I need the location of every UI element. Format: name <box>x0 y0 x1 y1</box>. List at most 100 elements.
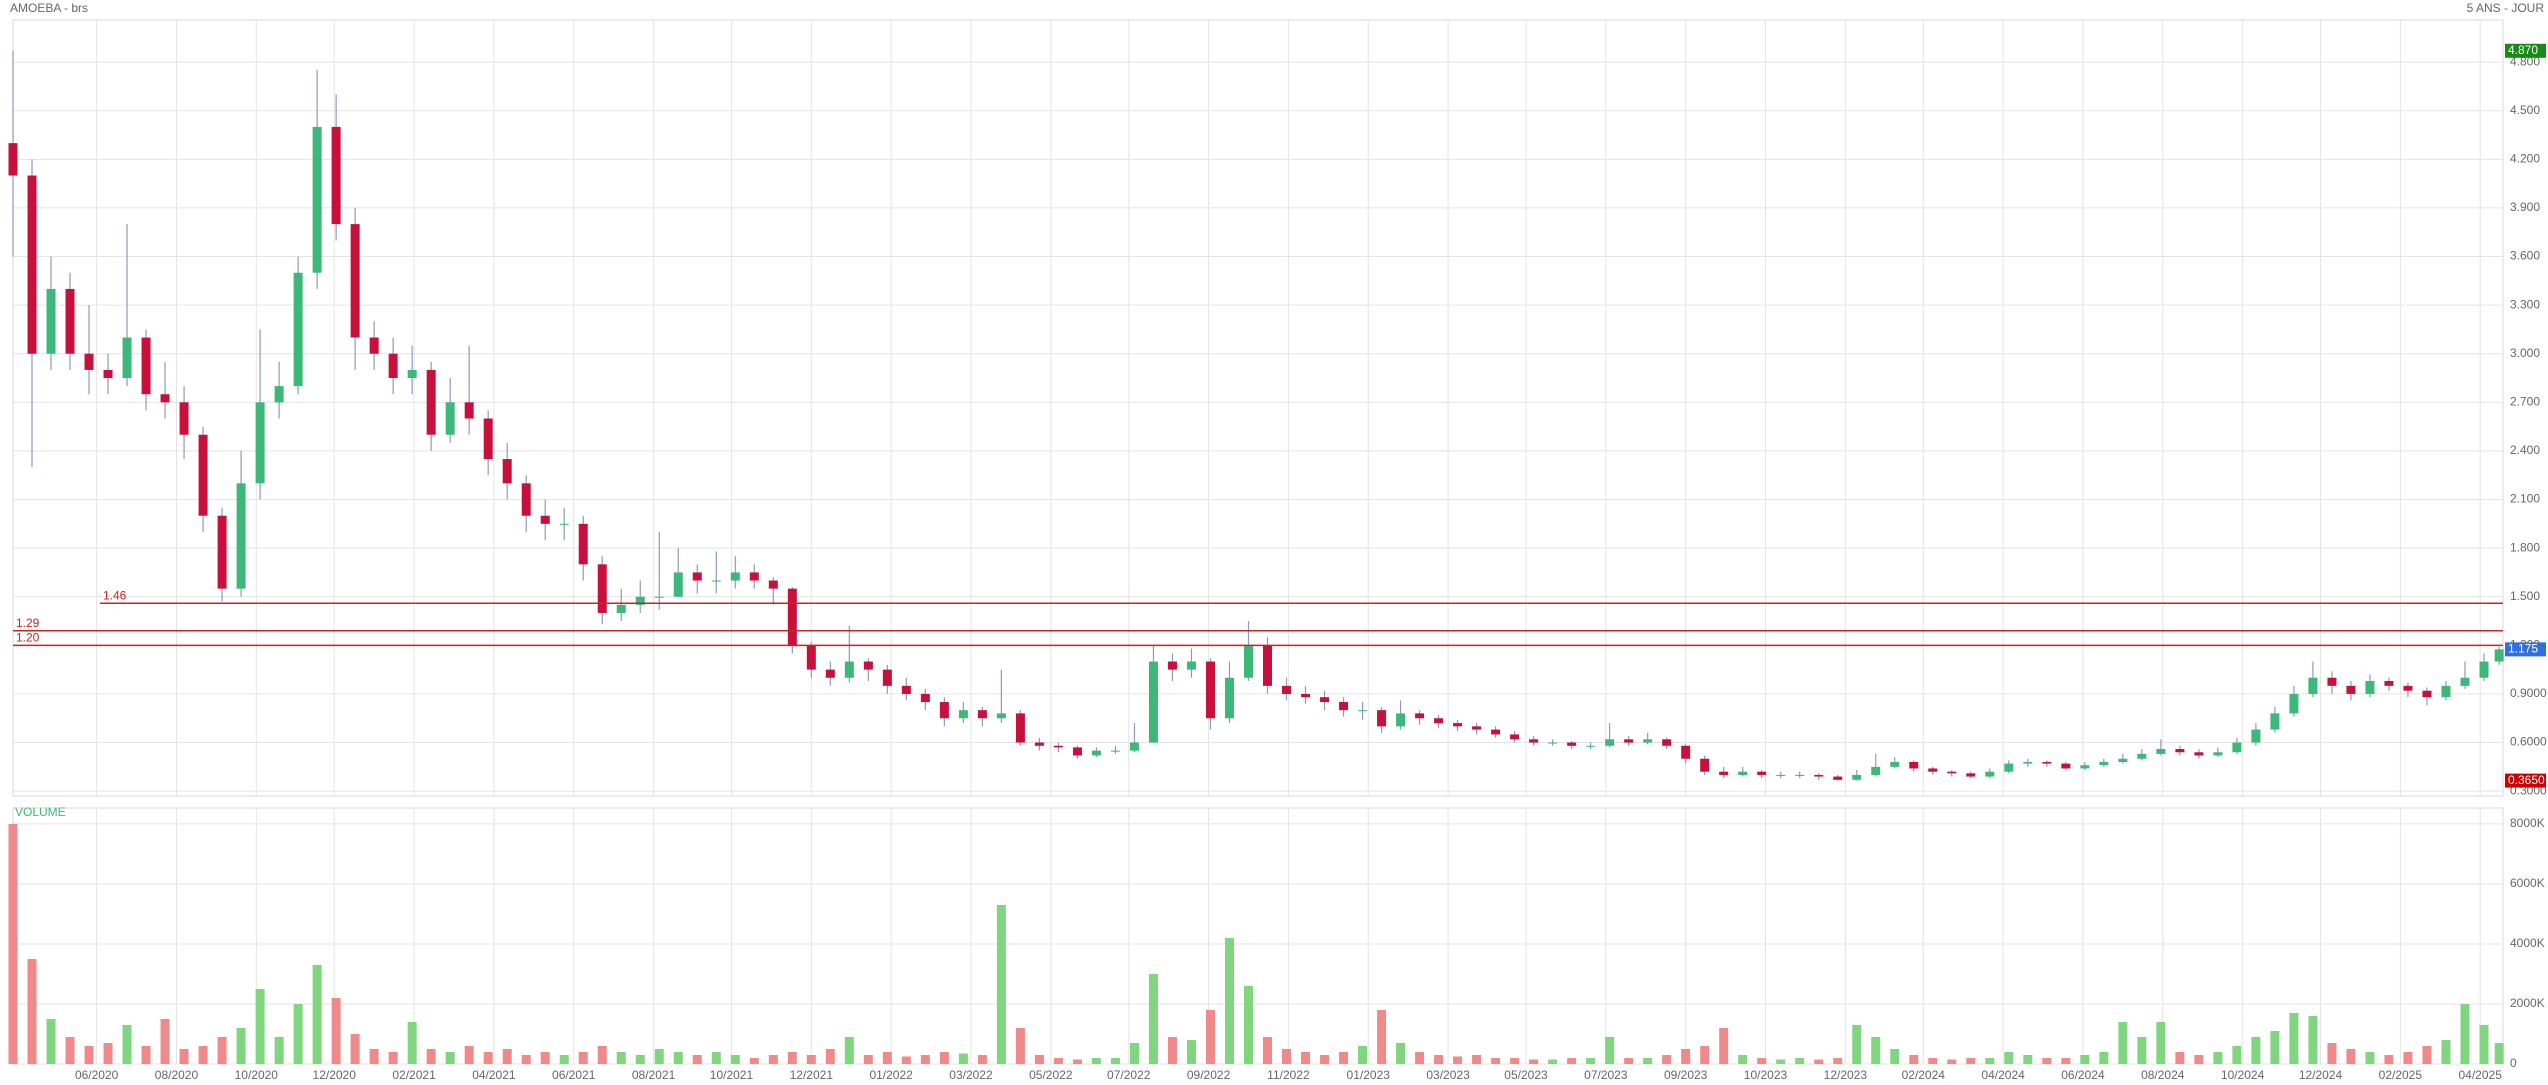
background-layer <box>12 19 2504 1065</box>
candle-body <box>2460 677 2470 686</box>
y-tick-label: 1.500 <box>2510 589 2540 603</box>
y-tick-label: 4.200 <box>2510 151 2540 165</box>
volume-bar <box>1757 1057 1767 1064</box>
volume-bar <box>2479 1024 2489 1064</box>
volume-bar <box>217 1036 227 1064</box>
candle-body <box>445 402 455 435</box>
volume-bar <box>2137 1036 2147 1064</box>
x-tick-label: 05/2023 <box>1504 1068 1548 1082</box>
candle-body <box>1053 745 1063 748</box>
volume-bar <box>825 1048 835 1064</box>
volume-bar <box>2384 1054 2394 1064</box>
volume-bar <box>2004 1051 2014 1064</box>
candle-body <box>464 402 474 419</box>
candle-body <box>1396 713 1406 727</box>
candle-body <box>616 604 626 613</box>
candle-body <box>198 434 208 516</box>
candle-body <box>2004 763 2014 772</box>
y-tick-label: 4.500 <box>2510 103 2540 117</box>
candle-body <box>1605 739 1615 746</box>
volume-bar <box>1681 1048 1691 1064</box>
y2-tick-label: 8000K <box>2510 816 2545 830</box>
y-tick-label: 2.100 <box>2510 492 2540 506</box>
volume-bar <box>464 1045 474 1064</box>
candle-body <box>312 126 322 273</box>
x-tick-label: 01/2023 <box>1347 1068 1391 1082</box>
volume-bar <box>2099 1051 2109 1064</box>
volume-bar <box>996 904 1006 1064</box>
candle-body <box>1776 774 1786 776</box>
candle-body <box>578 523 588 565</box>
volume-bar <box>1358 1045 1368 1064</box>
volume-bar <box>1909 1054 1919 1064</box>
candle-body <box>806 645 816 670</box>
volume-bar <box>2213 1051 2223 1064</box>
candle-body <box>540 515 550 524</box>
volume-bar <box>2194 1054 2204 1064</box>
candle-body <box>882 669 892 686</box>
candle-body <box>2403 685 2413 691</box>
volume-bar <box>1053 1057 1063 1064</box>
x-tick-label: 12/2021 <box>790 1068 834 1082</box>
volume-bar <box>350 1033 360 1064</box>
volume-bar <box>2023 1054 2033 1064</box>
candle-body <box>1985 771 1995 777</box>
candle-body <box>2346 685 2356 694</box>
candle-body <box>996 713 1006 719</box>
candle-body <box>236 483 246 589</box>
volume-bar <box>1814 1059 1824 1064</box>
volume-bar <box>103 1042 113 1064</box>
y-tick-label: 3.600 <box>2510 249 2540 263</box>
candle-body <box>369 337 379 354</box>
price-badge <box>2505 642 2546 657</box>
candle-body <box>2156 749 2166 754</box>
candle-body <box>1434 718 1444 724</box>
x-tick-label: 02/2024 <box>1902 1068 1946 1082</box>
candle-body <box>2270 713 2280 730</box>
y-tick-label: 3.300 <box>2510 297 2540 311</box>
candle-body <box>1110 750 1120 752</box>
volume-bar <box>1263 1036 1273 1064</box>
candle-body <box>2175 749 2185 753</box>
x-tick-label: 10/2023 <box>1744 1068 1788 1082</box>
volume-bar <box>84 1045 94 1064</box>
volume-bar <box>749 1057 759 1064</box>
candle-body <box>483 418 493 460</box>
volume-bar <box>160 1018 170 1064</box>
candle-body <box>1224 677 1234 719</box>
candle-body <box>673 572 683 597</box>
candle-body <box>293 272 303 387</box>
volume-bar <box>616 1051 626 1064</box>
x-tick-label: 02/2025 <box>2379 1068 2423 1082</box>
volume-bar <box>369 1048 379 1064</box>
volume-bar <box>692 1054 702 1064</box>
x-tick-label: 08/2020 <box>155 1068 199 1082</box>
volume-bar <box>27 958 37 1064</box>
candle-body <box>426 369 436 435</box>
candle-body <box>2194 752 2204 756</box>
volume-bar <box>1339 1051 1349 1064</box>
volume-bar <box>2156 1021 2166 1064</box>
volume-bar <box>2251 1036 2261 1064</box>
candle-body <box>27 175 37 354</box>
x-tick-label: 10/2024 <box>2221 1068 2265 1082</box>
price-badge-label: 4.870 <box>2508 43 2538 57</box>
volume-bar <box>1034 1054 1044 1064</box>
price-badge-label: 0.3650 <box>2508 773 2545 787</box>
candle-body <box>1091 750 1101 756</box>
volume-bar <box>806 1054 816 1064</box>
volume-bar <box>2232 1045 2242 1064</box>
volume-bar <box>1148 973 1158 1064</box>
candle-body <box>1301 693 1311 698</box>
x-tick-label: 01/2022 <box>869 1068 913 1082</box>
x-tick-label: 04/2025 <box>2458 1068 2502 1082</box>
volume-bar <box>1453 1056 1463 1064</box>
volume-bar <box>882 1051 892 1064</box>
volume-bar <box>2346 1048 2356 1064</box>
volume-bar <box>939 1051 949 1064</box>
volume-bar <box>654 1048 664 1064</box>
volume-title: VOLUME <box>15 805 66 819</box>
volume-bar <box>2270 1030 2280 1064</box>
candle-body <box>141 337 151 395</box>
